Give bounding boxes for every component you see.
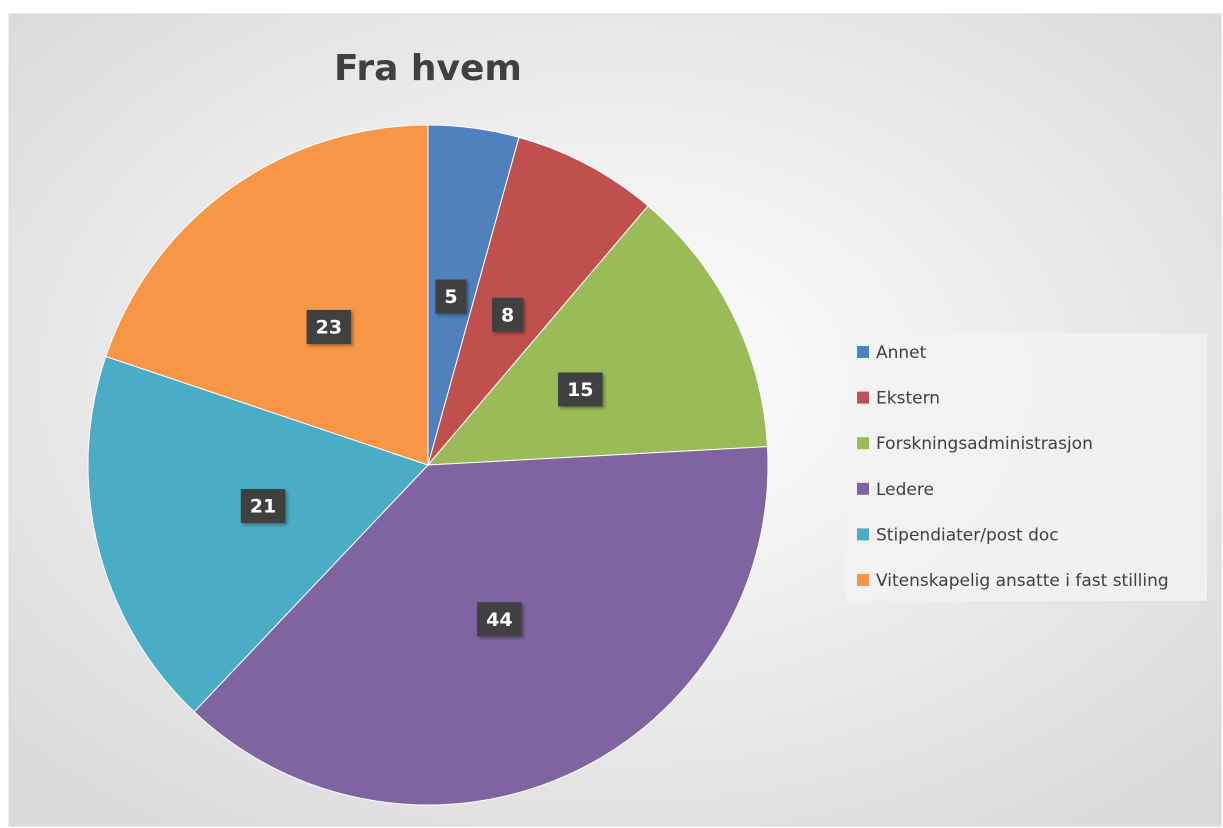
data-label: 5 (444, 286, 457, 308)
data-label-box (240, 489, 286, 524)
pie-slice (427, 136, 649, 466)
data-label: 21 (250, 496, 276, 518)
legend-label: Annet (876, 343, 927, 363)
data-label-box (306, 309, 352, 344)
legend-swatch (857, 482, 869, 495)
chart-title: Fra hvem (334, 48, 522, 89)
legend-swatch (857, 437, 869, 450)
legend-swatch (857, 391, 869, 404)
legend-label: Stipendiater/post doc (876, 525, 1059, 545)
pie-slice (87, 355, 429, 713)
data-label-box (492, 297, 524, 332)
data-label: 8 (501, 304, 514, 326)
data-label-box (558, 372, 603, 407)
legend-swatch (857, 346, 869, 358)
data-label-box (477, 602, 522, 637)
legend-label: Forskningsadministrasjon (876, 434, 1093, 454)
legend (845, 333, 1207, 601)
data-label: 23 (316, 316, 342, 338)
legend-swatch (857, 528, 869, 541)
data-label: 44 (486, 609, 512, 631)
pie-slice (426, 205, 769, 466)
legend-swatch (857, 574, 869, 586)
data-label: 15 (567, 379, 593, 401)
legend-label: Vitenskapelig ansatte i fast stilling (876, 571, 1169, 591)
pie-slice (105, 124, 429, 466)
data-label-box (435, 279, 467, 314)
legend-label: Ledere (876, 480, 934, 500)
legend-label: Ekstern (876, 389, 940, 409)
